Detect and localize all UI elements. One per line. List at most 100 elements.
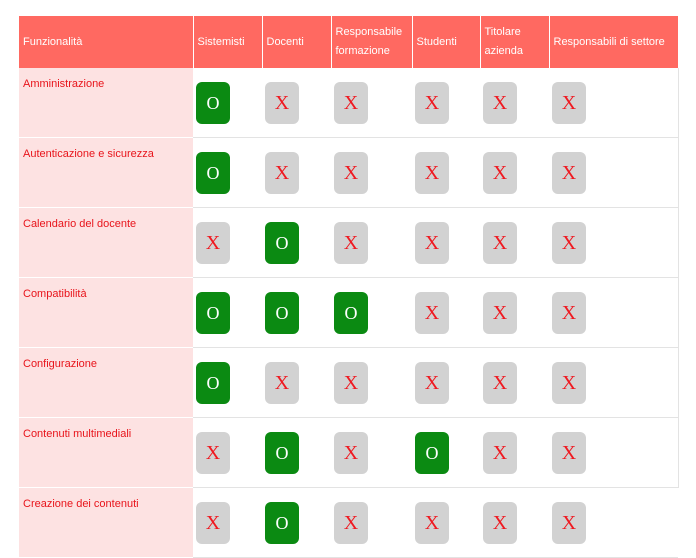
permission-cell-titolare-azienda: X — [480, 68, 549, 138]
feature-label: Compatibilità — [19, 277, 193, 348]
denied-badge: X — [483, 431, 517, 474]
permission-cell-responsabile-formazione: X — [331, 207, 412, 278]
feature-label: Calendario del docente — [19, 207, 193, 278]
denied-badge: X — [334, 501, 368, 544]
table-right-border — [678, 68, 679, 488]
table-row: Configurazione O X X X X X — [19, 347, 678, 418]
denied-badge: X — [265, 81, 299, 124]
allowed-badge: O — [334, 291, 368, 334]
table-row: Autenticazione e sicurezza O X X X X X — [19, 137, 678, 208]
permission-cell-titolare-azienda: X — [480, 277, 549, 348]
denied-badge: X — [552, 501, 586, 544]
permission-cell-responsabile-formazione: X — [331, 417, 412, 488]
permission-cell-responsabili-di-settore: X — [549, 277, 678, 348]
feature-label: Configurazione — [19, 347, 193, 418]
permission-cell-titolare-azienda: X — [480, 137, 549, 208]
permission-cell-docenti: O — [262, 417, 331, 488]
header-funzionalita: Funzionalità — [19, 16, 194, 68]
header-responsabile-formazione: Responsabile formazione — [331, 16, 413, 68]
denied-badge: X — [415, 501, 449, 544]
denied-badge: X — [265, 361, 299, 404]
denied-badge: X — [334, 151, 368, 194]
denied-badge: X — [196, 431, 230, 474]
table-row: Amministrazione O X X X X X — [19, 68, 678, 138]
allowed-badge: O — [196, 291, 230, 334]
permission-cell-responsabile-formazione: X — [331, 487, 412, 558]
permission-cell-docenti: X — [262, 137, 331, 208]
allowed-badge: O — [196, 81, 230, 124]
header-docenti: Docenti — [262, 16, 332, 68]
denied-badge: X — [483, 221, 517, 264]
permission-cell-studenti: O — [412, 417, 480, 488]
permission-cell-titolare-azienda: X — [480, 417, 549, 488]
allowed-badge: O — [265, 221, 299, 264]
denied-badge: X — [483, 291, 517, 334]
permissions-table-container: Funzionalità Sistemisti Docenti Responsa… — [19, 16, 678, 558]
table-body: Amministrazione O X X X X X Autenticazione e si… — [19, 68, 678, 558]
permission-cell-sistemisti: O — [193, 347, 262, 418]
table-row: Creazione dei contenuti X O X X X X — [19, 487, 678, 558]
permission-cell-docenti: X — [262, 347, 331, 418]
permission-cell-responsabile-formazione: O — [331, 277, 412, 348]
header-responsabili-di-settore: Responsabili di settore — [549, 16, 678, 68]
denied-badge: X — [552, 221, 586, 264]
denied-badge: X — [334, 431, 368, 474]
feature-label: Autenticazione e sicurezza — [19, 137, 193, 208]
permission-cell-sistemisti: X — [193, 487, 262, 558]
permission-cell-sistemisti: O — [193, 277, 262, 348]
denied-badge: X — [552, 361, 586, 404]
permission-cell-responsabili-di-settore: X — [549, 137, 678, 208]
permission-cell-titolare-azienda: X — [480, 487, 549, 558]
permission-cell-responsabili-di-settore: X — [549, 68, 678, 138]
header-sistemisti: Sistemisti — [193, 16, 263, 68]
permission-cell-studenti: X — [412, 487, 480, 558]
feature-label: Amministrazione — [19, 68, 193, 138]
permission-cell-docenti: O — [262, 207, 331, 278]
denied-badge: X — [415, 221, 449, 264]
denied-badge: X — [483, 81, 517, 124]
denied-badge: X — [415, 361, 449, 404]
permission-cell-responsabili-di-settore: X — [549, 487, 678, 558]
permission-cell-responsabili-di-settore: X — [549, 207, 678, 278]
allowed-badge: O — [196, 361, 230, 404]
permission-cell-docenti: O — [262, 487, 331, 558]
denied-badge: X — [334, 81, 368, 124]
permission-cell-docenti: O — [262, 277, 331, 348]
denied-badge: X — [552, 431, 586, 474]
permission-cell-responsabile-formazione: X — [331, 137, 412, 208]
denied-badge: X — [552, 151, 586, 194]
table-row: Calendario del docente X O X X X X — [19, 207, 678, 278]
table-row: Compatibilità O O O X X X — [19, 277, 678, 348]
permission-cell-studenti: X — [412, 68, 480, 138]
allowed-badge: O — [196, 151, 230, 194]
permission-cell-titolare-azienda: X — [480, 207, 549, 278]
header-row: Funzionalità Sistemisti Docenti Responsa… — [19, 16, 678, 68]
denied-badge: X — [415, 81, 449, 124]
denied-badge: X — [196, 501, 230, 544]
denied-badge: X — [483, 151, 517, 194]
denied-badge: X — [265, 151, 299, 194]
table-row: Contenuti multimediali X O X O X X — [19, 417, 678, 488]
feature-label: Contenuti multimediali — [19, 417, 193, 488]
permission-cell-studenti: X — [412, 347, 480, 418]
header-studenti: Studenti — [412, 16, 481, 68]
header-titolare-azienda: Titolare azienda — [480, 16, 550, 68]
permission-cell-titolare-azienda: X — [480, 347, 549, 418]
permission-cell-responsabili-di-settore: X — [549, 417, 678, 488]
denied-badge: X — [552, 291, 586, 334]
denied-badge: X — [334, 221, 368, 264]
permission-cell-sistemisti: O — [193, 137, 262, 208]
denied-badge: X — [552, 81, 586, 124]
permission-cell-studenti: X — [412, 207, 480, 278]
permission-cell-docenti: X — [262, 68, 331, 138]
allowed-badge: O — [265, 501, 299, 544]
permission-cell-studenti: X — [412, 137, 480, 208]
permission-cell-sistemisti: O — [193, 68, 262, 138]
permission-cell-responsabile-formazione: X — [331, 68, 412, 138]
denied-badge: X — [483, 501, 517, 544]
permission-cell-responsabili-di-settore: X — [549, 347, 678, 418]
denied-badge: X — [334, 361, 368, 404]
allowed-badge: O — [415, 431, 449, 474]
permission-cell-sistemisti: X — [193, 417, 262, 488]
permission-cell-studenti: X — [412, 277, 480, 348]
